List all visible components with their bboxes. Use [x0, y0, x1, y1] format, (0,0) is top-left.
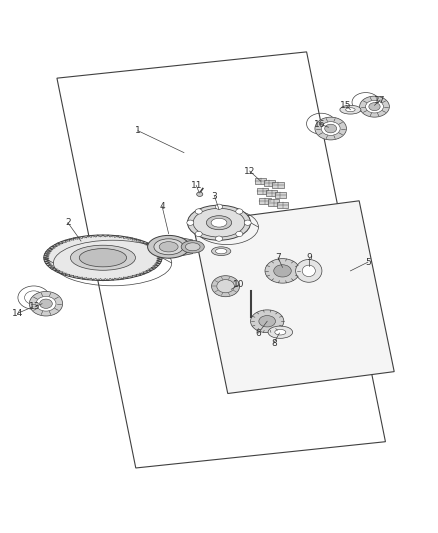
Text: 6: 6 [255, 328, 261, 337]
Bar [259, 198, 271, 204]
Ellipse shape [187, 220, 194, 225]
Ellipse shape [274, 265, 291, 277]
Bar [257, 188, 268, 194]
Ellipse shape [236, 209, 243, 214]
Text: 3: 3 [212, 192, 218, 201]
Ellipse shape [211, 219, 227, 227]
Text: 15: 15 [340, 101, 352, 110]
Ellipse shape [302, 265, 315, 277]
Ellipse shape [187, 205, 251, 240]
Ellipse shape [321, 122, 340, 135]
Ellipse shape [259, 316, 276, 327]
Ellipse shape [159, 241, 178, 252]
Text: 7: 7 [275, 253, 281, 262]
Ellipse shape [366, 100, 383, 113]
Ellipse shape [181, 240, 204, 253]
Text: 1: 1 [135, 126, 141, 135]
Text: 10: 10 [233, 280, 244, 289]
Ellipse shape [71, 245, 135, 270]
Text: 12: 12 [244, 166, 255, 175]
Ellipse shape [251, 310, 284, 333]
Text: 2: 2 [65, 218, 71, 227]
Bar [255, 178, 266, 184]
Bar [268, 199, 279, 206]
Ellipse shape [195, 231, 202, 237]
Bar [275, 191, 286, 198]
Text: 4: 4 [159, 201, 165, 211]
Ellipse shape [212, 276, 240, 297]
Ellipse shape [195, 209, 202, 214]
Bar [264, 180, 275, 187]
Ellipse shape [360, 96, 389, 117]
Ellipse shape [265, 259, 300, 283]
Ellipse shape [325, 124, 337, 133]
Ellipse shape [36, 296, 56, 311]
Text: 14: 14 [12, 309, 23, 318]
Ellipse shape [215, 236, 223, 241]
Ellipse shape [193, 208, 245, 237]
Ellipse shape [40, 299, 52, 309]
Polygon shape [57, 52, 385, 468]
Text: 8: 8 [271, 338, 277, 348]
Ellipse shape [44, 235, 162, 280]
Text: 17: 17 [374, 95, 386, 104]
Text: 5: 5 [365, 257, 371, 266]
Ellipse shape [268, 326, 293, 338]
Bar [272, 182, 284, 188]
Polygon shape [169, 236, 193, 258]
Ellipse shape [296, 260, 322, 282]
Ellipse shape [79, 248, 127, 267]
Ellipse shape [217, 280, 234, 293]
Ellipse shape [346, 108, 355, 112]
Text: 11: 11 [191, 181, 202, 190]
Bar [277, 201, 288, 208]
Ellipse shape [206, 216, 232, 230]
Ellipse shape [244, 220, 251, 225]
Bar [266, 190, 277, 196]
Ellipse shape [212, 247, 231, 255]
Ellipse shape [340, 106, 361, 114]
Ellipse shape [215, 204, 223, 209]
Ellipse shape [275, 329, 286, 335]
Ellipse shape [197, 192, 203, 197]
Ellipse shape [185, 243, 200, 251]
Polygon shape [193, 201, 394, 393]
Ellipse shape [148, 236, 190, 258]
Ellipse shape [154, 239, 184, 255]
Ellipse shape [369, 103, 380, 111]
Text: 16: 16 [314, 119, 325, 128]
Text: 9: 9 [306, 253, 312, 262]
Ellipse shape [315, 117, 346, 140]
Ellipse shape [236, 231, 243, 237]
Ellipse shape [29, 292, 63, 316]
Text: 13: 13 [29, 302, 41, 311]
Ellipse shape [215, 248, 227, 254]
